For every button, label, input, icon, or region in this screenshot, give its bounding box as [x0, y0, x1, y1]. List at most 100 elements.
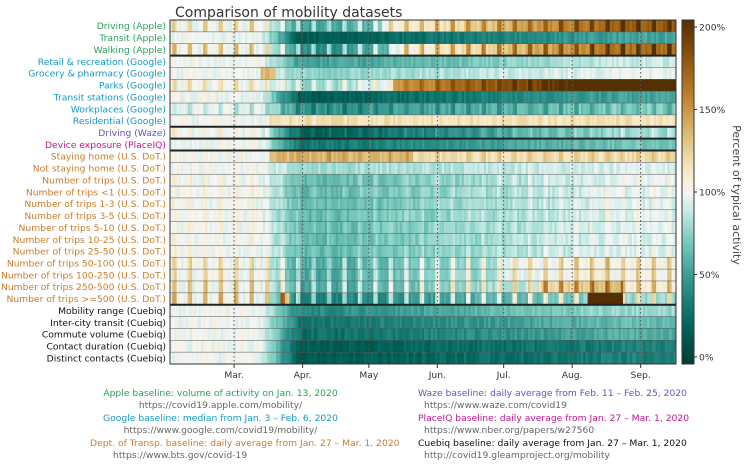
- heatmap-cell: [505, 43, 509, 56]
- heatmap-cell: [417, 221, 421, 234]
- heatmap-cell: [390, 257, 394, 270]
- heatmap-cell: [658, 209, 662, 222]
- heatmap-cell: [295, 209, 299, 222]
- heatmap-cell: [318, 257, 321, 270]
- heatmap-cell: [532, 138, 536, 151]
- heatmap-cell: [636, 221, 639, 234]
- heatmap-cell: [649, 20, 653, 33]
- heatmap-cell: [293, 162, 297, 175]
- heatmap-cell: [256, 245, 259, 258]
- heatmap-cell: [203, 269, 206, 282]
- heatmap-cell: [530, 91, 533, 104]
- heatmap-cell: [200, 221, 204, 234]
- heatmap-cell: [295, 233, 299, 246]
- heatmap-cell: [408, 209, 412, 222]
- heatmap-cell: [225, 138, 228, 151]
- heatmap-cell: [353, 114, 357, 128]
- heatmap-cell: [240, 197, 244, 211]
- heatmap-cell: [300, 233, 304, 246]
- heatmap-cell: [653, 150, 657, 163]
- heatmap-cell: [229, 43, 233, 56]
- heatmap-cell: [558, 162, 562, 175]
- heatmap-cell: [377, 43, 381, 56]
- heatmap-cell: [192, 209, 195, 222]
- heatmap-cell: [260, 245, 264, 258]
- heatmap-cell: [253, 55, 257, 68]
- heatmap-cell: [280, 20, 284, 33]
- heatmap-cell: [457, 31, 460, 45]
- heatmap-cell: [452, 55, 456, 68]
- heatmap-cell: [267, 138, 270, 151]
- heatmap-cell: [379, 20, 383, 33]
- heatmap-cell: [627, 257, 631, 270]
- heatmap-cell: [572, 55, 575, 68]
- heatmap-cell: [523, 162, 527, 175]
- heatmap-cell: [382, 197, 385, 211]
- heatmap-cell: [331, 55, 335, 68]
- heatmap-cell: [320, 245, 323, 258]
- heatmap-cell: [598, 114, 602, 128]
- heatmap-cell: [287, 114, 290, 128]
- heatmap-cell: [351, 174, 354, 187]
- heatmap-cell: [651, 162, 655, 175]
- heatmap-cell: [536, 126, 540, 139]
- heatmap-cell: [355, 197, 359, 211]
- heatmap-cell: [448, 43, 452, 56]
- heatmap-cell: [198, 162, 202, 175]
- heatmap-cell: [660, 186, 664, 199]
- heatmap-cell: [640, 43, 644, 56]
- heatmap-cell: [324, 31, 328, 45]
- heatmap-cell: [552, 20, 555, 33]
- heatmap-cell: [192, 150, 195, 163]
- heatmap-cell: [481, 20, 485, 33]
- heatmap-cell: [662, 197, 666, 211]
- heatmap-cell: [419, 31, 423, 45]
- heatmap-cell: [461, 31, 465, 45]
- heatmap-cell: [183, 245, 186, 258]
- heatmap-cell: [525, 20, 529, 33]
- heatmap-cell: [514, 150, 518, 163]
- heatmap-cell: [216, 20, 220, 33]
- heatmap-cell: [435, 233, 438, 246]
- heatmap-cell: [574, 31, 578, 45]
- heatmap-cell: [550, 79, 553, 92]
- heatmap-cell: [214, 31, 217, 45]
- heatmap-cell: [260, 91, 264, 104]
- heatmap-cell: [174, 79, 178, 92]
- heatmap-cell: [402, 221, 405, 234]
- heatmap-cell: [284, 43, 288, 56]
- heatmap-cell: [256, 209, 259, 222]
- heatmap-cell: [519, 257, 522, 270]
- heatmap-cell: [494, 20, 498, 33]
- heatmap-cell: [541, 186, 544, 199]
- heatmap-cell: [351, 91, 354, 104]
- heatmap-cell: [368, 67, 372, 80]
- heatmap-cell: [534, 245, 538, 258]
- heatmap-cell: [490, 114, 494, 128]
- heatmap-cell: [561, 43, 564, 56]
- heatmap-cell: [541, 91, 544, 104]
- heatmap-cell: [505, 209, 509, 222]
- heatmap-cell: [441, 31, 445, 45]
- heatmap-cell: [669, 79, 673, 92]
- heatmap-cell: [514, 186, 518, 199]
- heatmap-cell: [611, 245, 615, 258]
- heatmap-cell: [368, 20, 372, 33]
- heatmap-cell: [251, 103, 255, 116]
- heatmap-cell: [607, 174, 611, 187]
- heatmap-cell: [265, 114, 268, 128]
- heatmap-cell: [371, 186, 374, 199]
- heatmap-cell: [311, 91, 315, 104]
- heatmap-cell: [488, 257, 491, 270]
- heatmap-cell: [669, 55, 673, 68]
- heatmap-cell: [598, 150, 602, 163]
- heatmap-cell: [558, 79, 562, 92]
- heatmap-cell: [351, 186, 354, 199]
- heatmap-cell: [492, 79, 496, 92]
- heatmap-cell: [512, 150, 516, 163]
- heatmap-cell: [547, 245, 551, 258]
- heatmap-cell: [596, 103, 600, 116]
- heatmap-cell: [569, 91, 573, 104]
- heatmap-cell: [656, 31, 659, 45]
- heatmap-cell: [399, 103, 403, 116]
